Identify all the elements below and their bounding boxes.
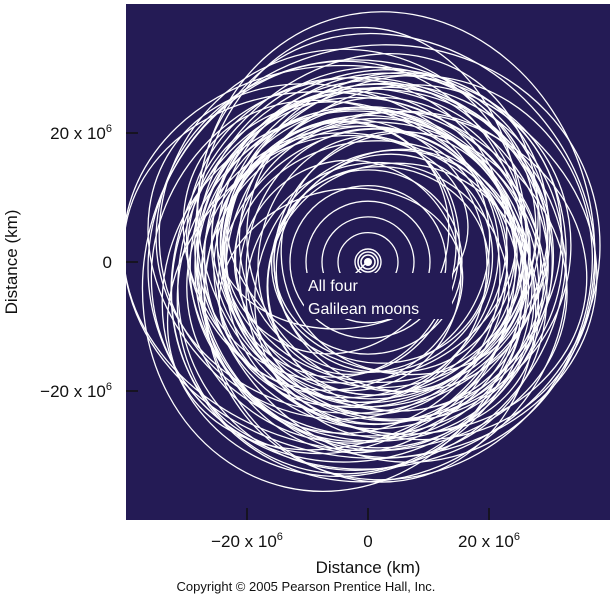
orbit-trace [170, 52, 539, 455]
orbit-paths [126, 11, 601, 492]
orbit-trace [216, 72, 541, 400]
orbit-trace [141, 60, 526, 492]
annotation-line-2: Galilean moons [308, 301, 419, 318]
galilean-moon-orbits [354, 248, 382, 276]
orbit-trace [158, 48, 527, 420]
orbit-trace [196, 106, 540, 449]
orbit-trace [147, 44, 601, 470]
orbit-trace [305, 200, 431, 324]
annotation-line-1: All four [308, 278, 358, 295]
orbit-trace [226, 132, 527, 376]
x-tick-label-right: 20 x 106 [458, 531, 520, 551]
orbit-trace [204, 74, 593, 481]
copyright-notice: Copyright © 2005 Pearson Prentice Hall, … [176, 579, 436, 594]
y-tick-label-top: 20 x 106 [50, 123, 112, 143]
orbit-trace [270, 165, 490, 364]
y-tick-label-bottom: −20 x 106 [40, 381, 112, 401]
x-axis [246, 508, 490, 520]
orbit-trace [185, 77, 508, 399]
orbit-trace [289, 184, 447, 340]
annotation-box [304, 273, 452, 319]
orbit-trace [257, 135, 461, 376]
x-tick-label-left: −20 x 106 [211, 531, 283, 551]
orbit-trace [280, 130, 516, 373]
x-tick-label-zero: 0 [363, 532, 372, 551]
orbit-trace [194, 91, 516, 442]
orbit-trace [239, 159, 462, 392]
orbit-trace [197, 32, 597, 441]
orbit-trace [233, 140, 524, 384]
x-axis-label: Distance (km) [316, 558, 421, 577]
orbit-trace [245, 128, 501, 415]
y-tick-label-zero: 0 [103, 253, 112, 272]
orbit-trace [203, 83, 549, 430]
moons-annotation: All four Galilean moons [304, 263, 452, 319]
orbit-trace [203, 125, 508, 434]
orbit-trace [177, 69, 567, 471]
y-axis-label: Distance (km) [2, 210, 21, 315]
y-axis [126, 132, 138, 392]
orbit-trace [155, 59, 551, 414]
